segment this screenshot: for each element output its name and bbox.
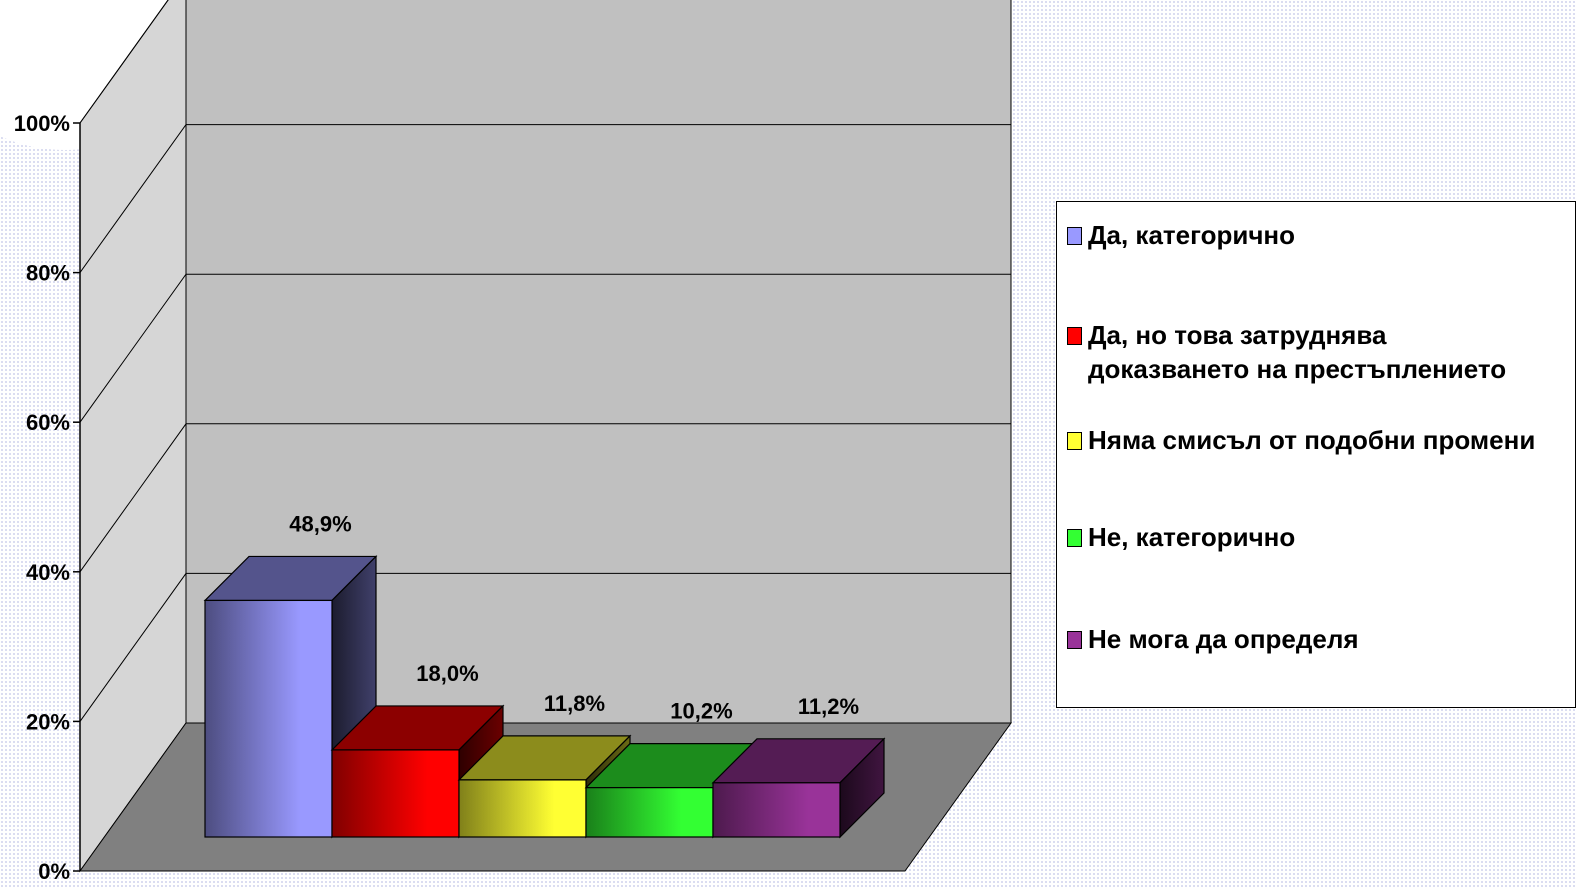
data-label: 11,8% [544,691,605,716]
bar-front [458,779,587,838]
legend-label-line: Не мога да определя [1088,624,1359,654]
data-label: 18,0% [416,661,478,686]
y-tick-label: 60% [26,410,70,435]
bars [203,554,886,839]
legend-label-line: Няма смисъл от подобни промени [1088,425,1536,455]
legend-label-line: Да, категорично [1088,220,1296,250]
bar-front [331,749,460,838]
data-label: 11,2% [798,694,859,719]
legend-label: Да, но това затруднява доказването на пре… [1088,318,1506,386]
gridlines [79,0,1011,722]
legend-swatch [1067,529,1082,547]
legend-label-line: Да, но това затруднява [1088,320,1387,350]
data-label: 10,2% [670,699,732,724]
side-wall [79,0,187,873]
bar-front [585,787,714,838]
bar [711,737,886,839]
gridline [79,273,1011,423]
legend-item: Да, категорично [1067,218,1572,252]
y-axis: 0% 20% 40% 60% 80% 100% [14,111,81,884]
y-tick-label: 40% [26,560,70,585]
bar-front [712,782,841,838]
data-labels: 48,9% 18,0% 11,8% 10,2% 11,2% [289,511,859,723]
legend-label: Да, категорично [1088,218,1295,252]
legend-label-line: доказването на престъплението [1088,354,1507,384]
bar-chart-3d: 0% 20% 40% 60% 80% 100% 48,9% 18,0% 11,8% 10,2% 1… [14,0,1012,884]
legend: Да, категорично Да, но това затруднява док… [1056,201,1576,708]
gridline [79,572,1011,722]
y-tick-label: 80% [26,261,70,286]
legend-item: Да, но това затруднява доказването на пре… [1067,318,1572,386]
data-label: 48,9% [289,511,351,536]
gridline [79,0,169,124]
bar-front [204,599,333,838]
gridline [79,423,1011,573]
y-tick-label: 100% [14,111,70,136]
legend-swatch [1067,631,1082,649]
legend-item: Не мога да определя [1067,622,1572,656]
legend-label: Няма смисъл от подобни промени [1088,423,1535,457]
y-tick-label: 20% [26,709,70,734]
y-tick-label: 0% [38,859,70,884]
legend-label: Не, категорично [1088,520,1295,554]
legend-item: Няма смисъл от подобни промени [1067,423,1572,457]
legend-swatch [1067,227,1082,245]
legend-label: Не мога да определя [1088,622,1359,656]
legend-item: Не, категорично [1067,520,1572,554]
legend-swatch [1067,432,1082,450]
legend-label-line: Не, категорично [1088,522,1296,552]
gridline [79,124,1011,273]
legend-swatch [1067,327,1082,345]
